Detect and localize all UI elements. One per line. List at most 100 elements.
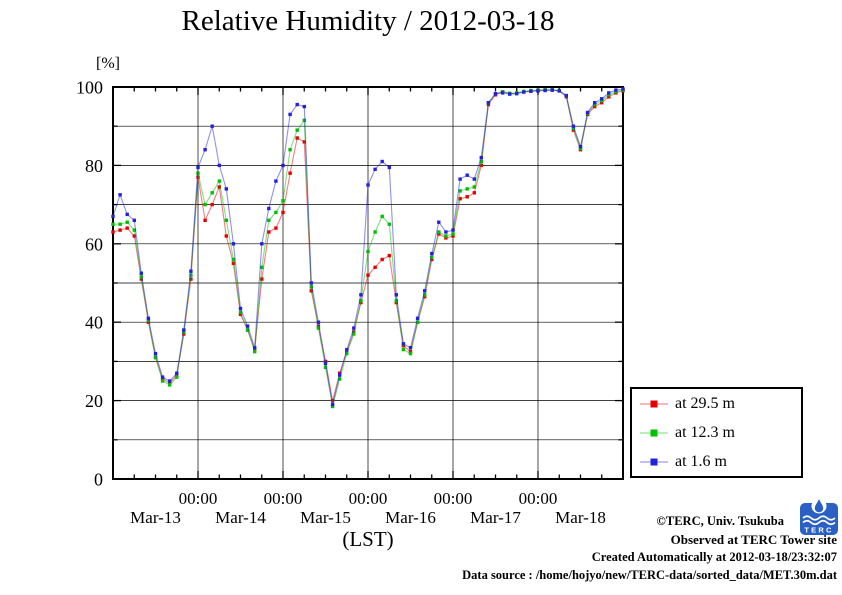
data-point-marker [231, 257, 236, 262]
data-point-marker [401, 342, 406, 346]
data-point-marker [458, 189, 462, 193]
series-at-1-6-m [111, 87, 625, 407]
data-point-marker [401, 347, 406, 352]
y-tick-label: 80 [85, 156, 103, 176]
data-point-marker [146, 316, 151, 320]
data-point-marker [238, 312, 243, 317]
data-point-marker [479, 155, 483, 160]
data-point-marker [338, 377, 342, 381]
data-point-marker [373, 265, 377, 269]
data-point-marker [366, 183, 370, 187]
data-point-marker [231, 242, 236, 246]
data-point-marker [267, 206, 271, 211]
data-point-marker [423, 289, 427, 293]
data-point-marker [153, 355, 158, 360]
data-point-marker [175, 371, 179, 375]
data-point-marker [203, 202, 207, 207]
data-point-marker [309, 285, 313, 289]
data-point-marker [543, 88, 547, 93]
data-point-marker [352, 326, 356, 330]
data-point-marker [600, 101, 604, 105]
data-point-marker [302, 104, 306, 109]
chart-title: Relative Humidity / 2012-03-18 [181, 5, 555, 37]
data-point-marker [614, 88, 618, 92]
data-point-marker [500, 91, 505, 95]
data-point-marker [387, 222, 391, 226]
legend-entry: at 1.6 m [640, 449, 801, 475]
data-point-marker [295, 102, 299, 107]
data-point-marker [160, 377, 165, 381]
data-point-marker [472, 191, 476, 195]
data-point-marker [267, 230, 271, 234]
created-timestamp-text: Created Automatically at 2012-03-18/23:3… [591, 550, 837, 564]
x-day-label: Mar-18 [555, 508, 606, 527]
data-point-marker [444, 230, 448, 234]
data-point-marker [330, 402, 335, 407]
y-tick-label: 20 [85, 391, 103, 411]
data-point-marker [352, 332, 356, 336]
data-point-marker [160, 379, 165, 383]
data-point-marker [430, 251, 434, 256]
data-point-marker [345, 351, 349, 356]
legend-box: at 29.5 m at 12.3 m at 1.6 m [630, 387, 803, 478]
legend-entry: at 29.5 m [640, 391, 801, 417]
data-point-marker [253, 346, 257, 350]
data-point-marker [238, 310, 243, 315]
data-point-marker [295, 128, 299, 132]
data-point-marker [444, 236, 448, 240]
data-point-marker [160, 375, 165, 379]
legend-marker-icon [640, 400, 668, 407]
data-point-marker [309, 281, 313, 285]
data-point-marker [458, 197, 462, 201]
grid-lines [113, 87, 623, 479]
data-point-marker [224, 218, 228, 222]
data-point-marker [217, 163, 221, 168]
x-time-tick-label: 00:00 [264, 489, 303, 508]
data-point-marker [607, 95, 611, 99]
data-point-marker [153, 351, 158, 356]
terc-logo-text: TERC [804, 526, 833, 535]
x-day-label: Mar-14 [215, 508, 266, 527]
data-point-marker [444, 234, 448, 238]
data-point-marker [260, 242, 264, 246]
data-point-marker [437, 230, 441, 234]
legend-entry-label: at 1.6 m [675, 452, 727, 470]
data-point-marker [571, 128, 576, 132]
data-point-marker [536, 89, 540, 93]
data-point-marker [309, 289, 313, 293]
data-point-marker [408, 346, 413, 350]
axis-ticks [113, 86, 623, 480]
data-point-marker [593, 101, 597, 105]
data-point-marker [132, 228, 136, 232]
data-point-marker [288, 171, 292, 175]
data-point-marker [125, 212, 129, 217]
legend-marker-icon [640, 429, 668, 436]
legend-marker-icon [640, 458, 668, 465]
data-point-marker [118, 228, 122, 232]
x-time-tick-label: 00:00 [179, 489, 218, 508]
data-point-marker [203, 148, 207, 152]
data-point-marker [217, 179, 221, 183]
data-point-marker [330, 398, 335, 403]
data-point-marker [168, 383, 172, 387]
data-point-marker [267, 218, 271, 222]
data-point-marker [607, 93, 611, 97]
data-point-marker [593, 102, 597, 107]
data-point-marker [373, 167, 377, 171]
data-point-marker [593, 104, 597, 109]
data-point-marker [210, 124, 214, 128]
data-point-marker [111, 230, 115, 234]
data-point-marker [338, 373, 342, 377]
copyright-text: ©TERC, Univ. Tsukuba [656, 514, 784, 528]
data-point-marker [465, 173, 469, 177]
x-day-label: Mar-13 [130, 508, 181, 527]
data-point-marker [245, 324, 250, 328]
legend-entry-label: at 12.3 m [675, 423, 735, 441]
data-point-marker [210, 202, 214, 207]
data-point-marker [465, 195, 469, 199]
data-point-marker [564, 93, 568, 98]
data-point-marker [281, 210, 285, 215]
data-point-marker [359, 298, 363, 303]
x-time-tick-label: 00:00 [349, 489, 388, 508]
data-point-marker [168, 381, 172, 385]
